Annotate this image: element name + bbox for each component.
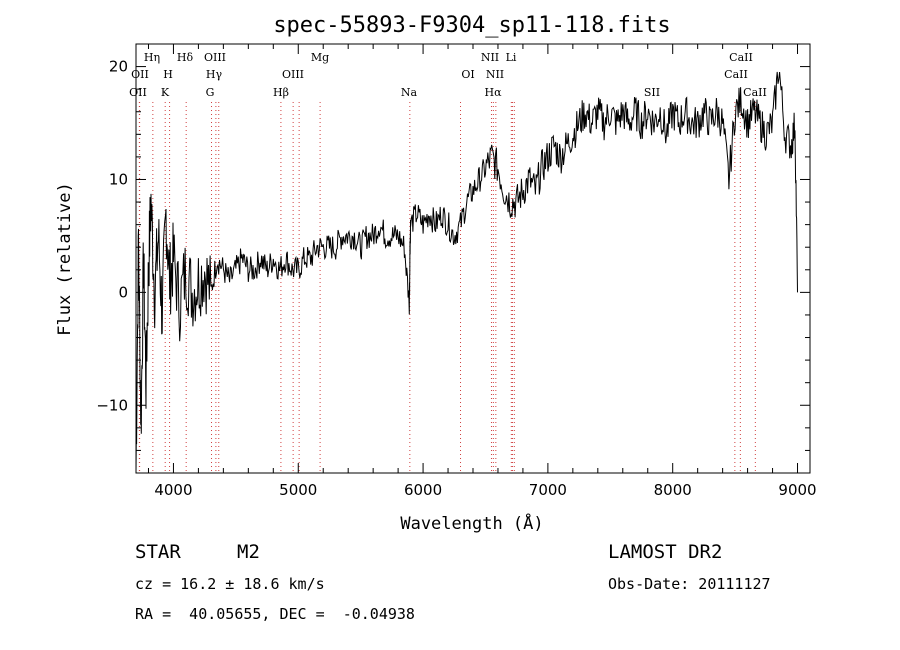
object-subclass: M2: [237, 541, 260, 563]
x-axis-label: Wavelength (Å): [400, 512, 543, 534]
line-label-h: H: [163, 68, 173, 81]
line-label-oiii-2: OIII: [282, 68, 304, 81]
x-tick-label: 9000: [778, 481, 816, 499]
coordinates-text: RA = 40.05655, DEC = -0.04938: [135, 605, 415, 623]
survey-name: LAMOST DR2: [608, 541, 723, 563]
line-label-heta: Hη: [144, 51, 160, 64]
axis-ticks: 4000 5000 6000 7000 8000 9000 −10 0 10 20: [96, 43, 817, 499]
chart-title: spec-55893-F9304_sp11-118.fits: [273, 13, 670, 38]
x-tick-label: 4000: [154, 481, 192, 499]
redshift-text: cz = 16.2 ± 18.6 km/s: [135, 575, 325, 593]
y-axis-label: Flux (relative): [55, 182, 75, 336]
line-label-k: K: [161, 86, 170, 99]
line-label-oi: OI: [461, 68, 474, 81]
line-label-oii: OII: [131, 68, 149, 81]
y-tick-label: −10: [96, 396, 128, 414]
y-tick-label: 0: [118, 283, 128, 301]
line-label-hbeta: Hβ: [273, 86, 289, 99]
line-label-mg: Mg: [311, 51, 329, 64]
line-label-sii: SII: [644, 86, 660, 99]
observation-date: Obs-Date: 20111127: [608, 575, 771, 593]
x-tick-label: 6000: [404, 481, 442, 499]
x-tick-label: 5000: [279, 481, 317, 499]
line-label-oiii: OIII: [204, 51, 226, 64]
line-label-g: G: [206, 86, 215, 99]
line-label-caii: CaII: [729, 51, 753, 64]
line-label-hgamma: Hγ: [206, 68, 223, 81]
line-label-li: Li: [506, 51, 517, 64]
emission-line-markers: [138, 102, 756, 473]
spectrum-line: [135, 71, 798, 474]
line-label-nii: NII: [481, 51, 499, 64]
line-label-na: Na: [401, 86, 418, 99]
y-tick-label: 10: [109, 170, 128, 188]
line-label-caii-2: CaII: [724, 68, 748, 81]
line-label-hdelta: Hδ: [177, 51, 194, 64]
line-label-nii-2: NII: [486, 68, 504, 81]
line-labels: OII OII Hη H K Hδ OIII Hγ G Mg OIII Hβ N…: [129, 51, 767, 99]
object-class: STAR: [135, 541, 181, 563]
x-tick-label: 7000: [529, 481, 567, 499]
line-label-caii-3: CaII: [743, 86, 767, 99]
x-tick-label: 8000: [654, 481, 692, 499]
line-label-oii-2: OII: [129, 86, 147, 99]
line-label-halpha: Hα: [484, 86, 502, 99]
y-tick-label: 20: [109, 58, 128, 76]
